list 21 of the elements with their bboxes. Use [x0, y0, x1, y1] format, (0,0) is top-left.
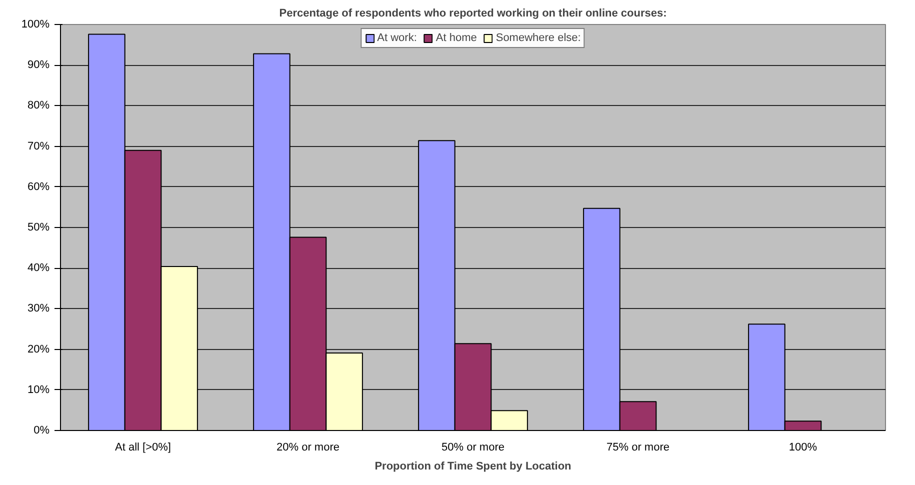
y-tick-label: 10% [27, 384, 50, 396]
y-tick-label: 30% [27, 302, 50, 315]
y-tick-label: 40% [27, 262, 50, 274]
y-tick-label: 60% [27, 180, 50, 193]
y-tick-label: 100% [21, 18, 50, 30]
y-tick-label: 80% [27, 100, 50, 112]
y-tick-label: 70% [27, 140, 50, 152]
y-tick-label: 50% [27, 222, 50, 234]
y-tick-label: 0% [34, 424, 50, 436]
x-tick-label: 75% or more [606, 442, 670, 454]
x-tick-label: 20% or more [276, 442, 340, 454]
legend-label: Somewhere else: [496, 32, 581, 44]
x-tick-label: 50% or more [442, 442, 504, 454]
y-tick-label: 90% [27, 59, 50, 72]
y-tick-label: 20% [27, 343, 50, 356]
x-axis-title: Proportion of Time Spent by Location [374, 460, 572, 472]
legend-label: At home [436, 32, 477, 44]
x-tick-label: At all [>0%] [115, 442, 171, 454]
x-tick-label: 100% [788, 442, 818, 454]
legend-label: At work: [377, 32, 417, 44]
chart-title: Percentage of respondents who reported working on their online courses: [279, 8, 667, 20]
